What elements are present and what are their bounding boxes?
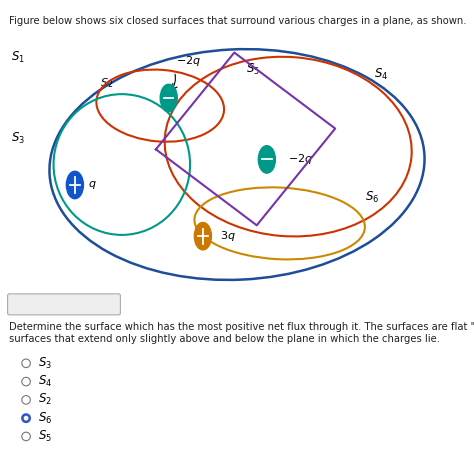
Text: $S_6$: $S_6$ bbox=[365, 190, 379, 205]
Text: Figure below shows six closed surfaces that surround various charges in a plane,: Figure below shows six closed surfaces t… bbox=[9, 16, 467, 26]
Text: $S_5$: $S_5$ bbox=[38, 429, 52, 444]
Ellipse shape bbox=[66, 171, 83, 199]
Text: $-2q$: $-2q$ bbox=[176, 54, 201, 68]
Text: Image Description: Image Description bbox=[19, 299, 109, 309]
Text: $S_3$: $S_3$ bbox=[11, 131, 25, 147]
Text: $S_5$: $S_5$ bbox=[246, 62, 259, 77]
Text: $q$: $q$ bbox=[88, 179, 96, 191]
Text: $S_1$: $S_1$ bbox=[11, 49, 25, 64]
Text: $3q$: $3q$ bbox=[220, 229, 236, 243]
Ellipse shape bbox=[22, 414, 30, 422]
Text: $S_3$: $S_3$ bbox=[38, 356, 52, 371]
Text: $S_2$: $S_2$ bbox=[100, 76, 114, 90]
Ellipse shape bbox=[160, 84, 177, 112]
Text: $-2q$: $-2q$ bbox=[288, 152, 313, 166]
Text: $S_4$: $S_4$ bbox=[374, 67, 388, 83]
Ellipse shape bbox=[258, 146, 275, 173]
Text: $S_2$: $S_2$ bbox=[38, 392, 52, 408]
Text: Determine the surface which has the most positive net flux through it. The surfa: Determine the surface which has the most… bbox=[9, 322, 474, 344]
Text: $S_6$: $S_6$ bbox=[38, 410, 52, 426]
FancyBboxPatch shape bbox=[8, 294, 120, 315]
Ellipse shape bbox=[25, 416, 27, 420]
Text: $S_4$: $S_4$ bbox=[38, 374, 52, 389]
Ellipse shape bbox=[194, 223, 211, 250]
